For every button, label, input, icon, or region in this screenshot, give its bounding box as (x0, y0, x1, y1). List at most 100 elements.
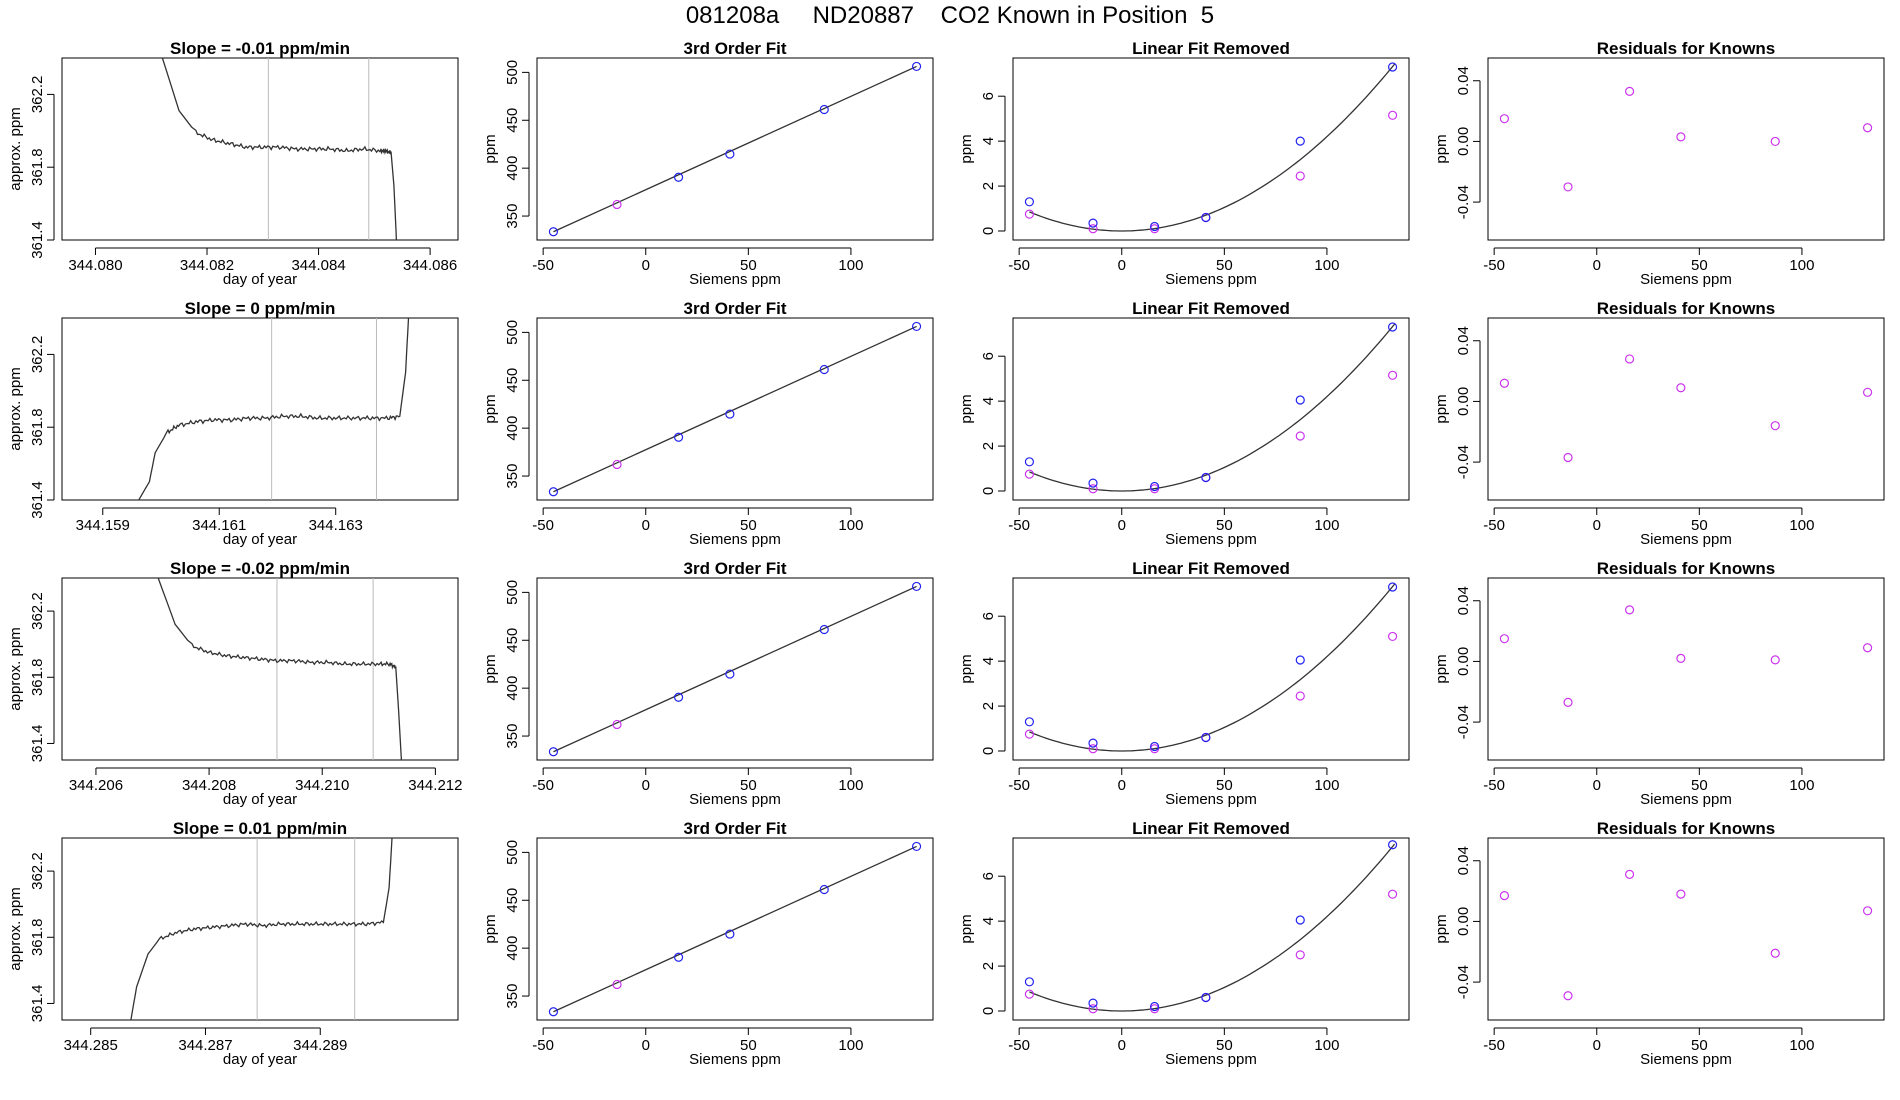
y-tick-label: 361.8 (29, 408, 46, 446)
x-axis-label: Siemens ppm (689, 1051, 781, 1068)
y-tick-label: 361.8 (29, 148, 46, 186)
y-tick-label: 0.00 (1455, 907, 1472, 936)
y-axis-label: ppm (482, 134, 499, 163)
y-tick-label: 6 (980, 612, 997, 620)
fit-curve (1029, 843, 1396, 1012)
plot-panel-resid-row4: Residuals for Knowns -50 0 50 100 Siemens ppm… (1433, 819, 1885, 1068)
data-point (673, 692, 684, 702)
residual-point (1624, 86, 1635, 96)
x-tick-label: 100 (1789, 517, 1814, 534)
x-tick-label: 344.082 (180, 257, 234, 274)
y-tick-label: 2 (980, 962, 997, 970)
plot-frame (1012, 57, 1410, 241)
residual-point (1499, 378, 1510, 388)
fit-line (553, 845, 917, 1013)
y-tick-label: 450 (504, 368, 521, 393)
y-tick-label: 350 (504, 724, 521, 749)
x-tick-label: 50 (1216, 517, 1233, 534)
data-point-blue (1088, 738, 1098, 748)
y-axis-label: approx. ppm (7, 367, 24, 450)
plot-title: Linear Fit Removed (1132, 559, 1290, 578)
y-axis-label: ppm (1433, 914, 1450, 943)
x-tick-label: 344.287 (178, 1037, 232, 1054)
x-tick-label: 100 (1789, 1037, 1814, 1054)
data-point (548, 227, 559, 237)
residual-point (1770, 655, 1780, 665)
x-tick-label: 100 (1314, 777, 1339, 794)
plot-area (548, 841, 922, 1017)
x-axis-label: day of year (223, 791, 297, 808)
x-tick-label: 344.163 (309, 517, 363, 534)
plot-area (1024, 322, 1398, 494)
y-axis-label: ppm (1433, 394, 1450, 423)
plot-frame (61, 57, 459, 241)
y-tick-label: 400 (504, 156, 521, 181)
x-tick-label: 344.161 (192, 517, 246, 534)
plot-frame (536, 837, 934, 1021)
data-point (548, 747, 559, 757)
y-tick-label: 0.00 (1455, 647, 1472, 676)
x-tick-label: 100 (838, 517, 863, 534)
x-tick-label: 0 (1593, 1037, 1601, 1054)
y-tick-label: 6 (980, 352, 997, 360)
y-axis-label: ppm (482, 654, 499, 683)
x-tick-label: 50 (1216, 257, 1233, 274)
plot-title: 3rd Order Fit (684, 39, 787, 58)
data-point-blue (1024, 717, 1035, 727)
x-tick-label: 0 (1593, 777, 1601, 794)
fit-line (553, 585, 917, 753)
y-axis-label: ppm (482, 394, 499, 423)
data-point (725, 409, 735, 419)
plot-title: Slope = 0.01 ppm/min (173, 819, 347, 838)
plot-area (1499, 354, 1873, 463)
residual-point (1862, 906, 1873, 916)
plot-title: Residuals for Knowns (1597, 819, 1776, 838)
data-point (725, 149, 735, 159)
x-tick-label: 50 (1691, 1037, 1708, 1054)
x-tick-label: 50 (1691, 777, 1708, 794)
x-tick-label: 344.159 (76, 517, 130, 534)
data-point (725, 669, 735, 679)
y-tick-label: 0.04 (1455, 586, 1472, 615)
y-tick-label: 450 (504, 628, 521, 653)
data-point-magenta (1387, 370, 1398, 380)
plot-panel-drift-row2: Slope = 0 ppm/min 344.159 344.161 344.163 da… (7, 299, 459, 548)
x-tick-label: 50 (1691, 517, 1708, 534)
x-axis-label: day of year (223, 271, 297, 288)
y-tick-label: 362.2 (29, 592, 46, 630)
x-tick-label: 100 (838, 1037, 863, 1054)
y-axis-label: ppm (1433, 654, 1450, 683)
x-tick-label: -50 (1483, 1037, 1505, 1054)
y-tick-label: 361.8 (29, 658, 46, 696)
fit-curve (1029, 583, 1396, 752)
data-point-magenta (1088, 484, 1098, 494)
y-tick-label: 361.4 (29, 481, 46, 519)
plot-area (548, 321, 922, 497)
x-tick-label: 0 (1593, 517, 1601, 534)
plot-title: Slope = 0 ppm/min (185, 299, 336, 318)
x-tick-label: -50 (1008, 777, 1030, 794)
plot-frame (1012, 837, 1410, 1021)
y-tick-label: 0.00 (1455, 387, 1472, 416)
y-tick-label: 361.4 (29, 985, 46, 1023)
plot-frame (536, 317, 934, 501)
x-axis-label: Siemens ppm (1165, 791, 1257, 808)
data-point-blue (1295, 655, 1305, 665)
residual-point (1563, 697, 1573, 707)
x-tick-label: 344.210 (295, 777, 349, 794)
plot-area (157, 578, 403, 760)
residual-point (1676, 132, 1686, 142)
data-point-blue (1201, 732, 1211, 743)
y-tick-label: -0.04 (1455, 705, 1472, 739)
plot-frame (1487, 57, 1885, 241)
x-tick-label: 0 (642, 517, 650, 534)
x-tick-label: 344.206 (69, 777, 123, 794)
residual-point (1770, 421, 1780, 431)
x-tick-label: -50 (532, 777, 554, 794)
y-tick-label: 400 (504, 416, 521, 441)
data-point-blue (1088, 478, 1098, 488)
data-point-magenta (1088, 1004, 1098, 1014)
x-axis-label: Siemens ppm (1640, 271, 1732, 288)
x-tick-label: 0 (642, 777, 650, 794)
